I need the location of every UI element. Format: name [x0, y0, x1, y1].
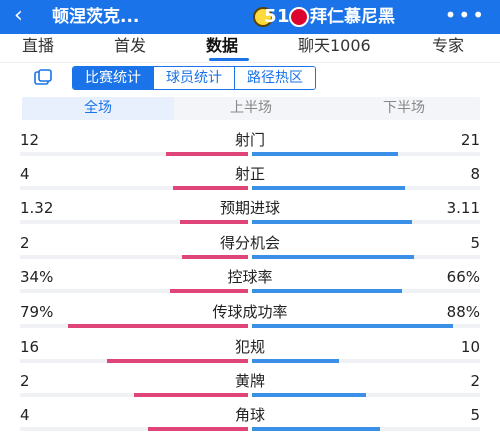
home-stat-value: 12: [20, 131, 40, 149]
home-stat-value: 2: [20, 372, 30, 390]
home-stat-value: 79%: [20, 303, 54, 321]
subtab-player-stats[interactable]: 球员统计: [153, 67, 234, 89]
home-goals: 1: [277, 6, 290, 27]
home-team-crest-icon: [253, 7, 273, 27]
home-stat-bar: [107, 359, 248, 363]
away-stat-bar: [252, 359, 339, 363]
main-tabs: 直播 首发 数据 聊天1006 专家: [0, 34, 500, 62]
stat-row: 79% 传球成功率 88%: [0, 302, 500, 332]
period-second-half[interactable]: 下半场: [383, 100, 425, 116]
home-stat-bar: [182, 255, 248, 259]
more-dots-icon[interactable]: •••: [444, 3, 486, 27]
stat-name: 黄牌: [234, 372, 265, 390]
home-bar-track: [20, 289, 248, 293]
away-team-crest-icon: [289, 7, 309, 27]
stat-row: 2 得分机会 5: [0, 233, 500, 263]
stat-row: 4 射正 8: [0, 164, 500, 194]
home-stat-bar: [68, 324, 248, 328]
home-stat-value: 2: [20, 234, 30, 252]
away-stat-value: 21: [460, 131, 480, 149]
away-bar-track: [252, 359, 480, 363]
home-stat-value: 1.32: [20, 199, 54, 217]
home-bar-track: [20, 220, 248, 224]
away-stat-value: 5: [470, 234, 480, 252]
share-screenshot-icon[interactable]: [33, 69, 53, 87]
stat-row: 2 黄牌 2: [0, 371, 500, 401]
away-bar-track: [252, 393, 480, 397]
home-stat-bar: [170, 289, 248, 293]
away-stat-value: 5: [470, 406, 480, 424]
stat-name: 传球成功率: [212, 303, 288, 321]
home-stat-bar: [173, 186, 248, 190]
tab-lineup[interactable]: 首发: [114, 36, 147, 55]
away-stat-bar: [252, 152, 398, 156]
home-stat-value: 4: [20, 165, 30, 183]
match-header: ‹ 顿涅茨克... 1 - 5 拜仁慕尼黑 •••: [0, 0, 500, 34]
away-stat-value: 2: [470, 372, 480, 390]
home-bar-track: [20, 152, 248, 156]
stat-row: 1.32 预期进球 3.11: [0, 198, 500, 228]
subtab-heat-zones[interactable]: 路径热区: [234, 67, 315, 89]
back-icon[interactable]: ‹: [14, 3, 23, 28]
home-bar-track: [20, 427, 248, 431]
stat-name: 射正: [234, 165, 265, 183]
away-stat-bar: [252, 427, 380, 431]
divider: [0, 62, 500, 63]
home-stat-bar: [134, 393, 248, 397]
away-stat-bar: [252, 220, 412, 224]
stat-name: 角球: [234, 406, 265, 424]
away-stat-value: 8: [470, 165, 480, 183]
stat-name: 得分机会: [219, 234, 280, 252]
away-stat-value: 66%: [446, 268, 480, 286]
home-team-name[interactable]: 顿涅茨克...: [52, 7, 140, 27]
home-bar-track: [20, 186, 248, 190]
tab-live[interactable]: 直播: [22, 36, 55, 55]
stat-row: 34% 控球率 66%: [0, 267, 500, 297]
home-stat-value: 4: [20, 406, 30, 424]
subtab-match-stats[interactable]: 比赛统计: [73, 67, 153, 89]
away-stat-bar: [252, 289, 402, 293]
away-stat-bar: [252, 393, 366, 397]
stat-row: 4 角球 5: [0, 405, 500, 435]
home-stat-bar: [148, 427, 248, 431]
stat-row: 12 射门 21: [0, 130, 500, 160]
stat-name: 预期进球: [219, 199, 280, 217]
tab-stats[interactable]: 数据: [206, 36, 239, 55]
away-stat-value: 88%: [446, 303, 480, 321]
period-full-match[interactable]: 全场: [22, 97, 174, 120]
stat-name: 控球率: [227, 268, 273, 286]
tab-experts[interactable]: 专家: [432, 36, 465, 55]
stats-subtabs: 比赛统计 球员统计 路径热区: [72, 66, 316, 90]
period-selector: 全场 上半场 下半场: [22, 97, 480, 120]
away-goals: 5: [264, 6, 277, 27]
period-first-half[interactable]: 上半场: [230, 100, 272, 116]
stat-name: 犯规: [234, 338, 265, 356]
home-bar-track: [20, 255, 248, 259]
away-stat-value: 3.11: [446, 199, 480, 217]
away-stat-bar: [252, 186, 405, 190]
away-stat-value: 10: [460, 338, 480, 356]
away-stat-bar: [252, 255, 414, 259]
tab-chat[interactable]: 聊天1006: [298, 36, 371, 55]
home-stat-bar: [166, 152, 248, 156]
away-stat-bar: [252, 324, 453, 328]
home-stat-value: 16: [20, 338, 40, 356]
stat-name: 射门: [234, 131, 265, 149]
home-stat-bar: [180, 220, 248, 224]
active-tab-indicator: [209, 58, 249, 61]
away-team-name[interactable]: 拜仁慕尼黑: [310, 7, 395, 27]
home-stat-value: 34%: [20, 268, 54, 286]
stat-row: 16 犯规 10: [0, 337, 500, 367]
